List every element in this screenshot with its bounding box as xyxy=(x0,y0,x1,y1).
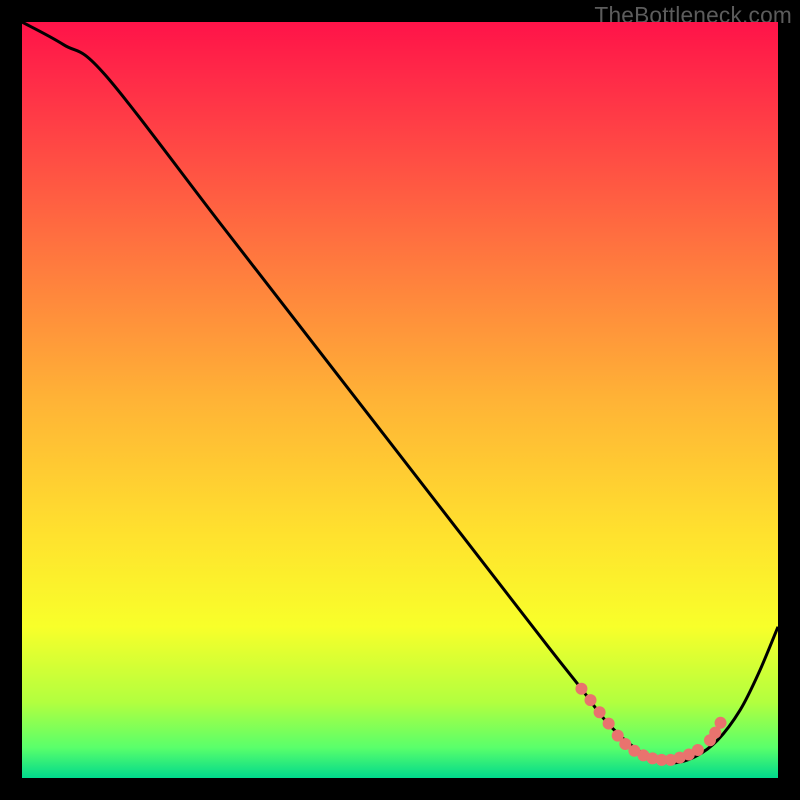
curve-marker xyxy=(594,706,606,718)
curve-marker xyxy=(715,717,727,729)
gradient-background xyxy=(22,22,778,778)
plot-svg xyxy=(22,22,778,778)
curve-marker xyxy=(692,744,704,756)
chart-frame: TheBottleneck.com xyxy=(0,0,800,800)
plot-area xyxy=(22,22,778,778)
curve-marker xyxy=(575,683,587,695)
curve-marker xyxy=(585,694,597,706)
curve-marker xyxy=(603,718,615,730)
